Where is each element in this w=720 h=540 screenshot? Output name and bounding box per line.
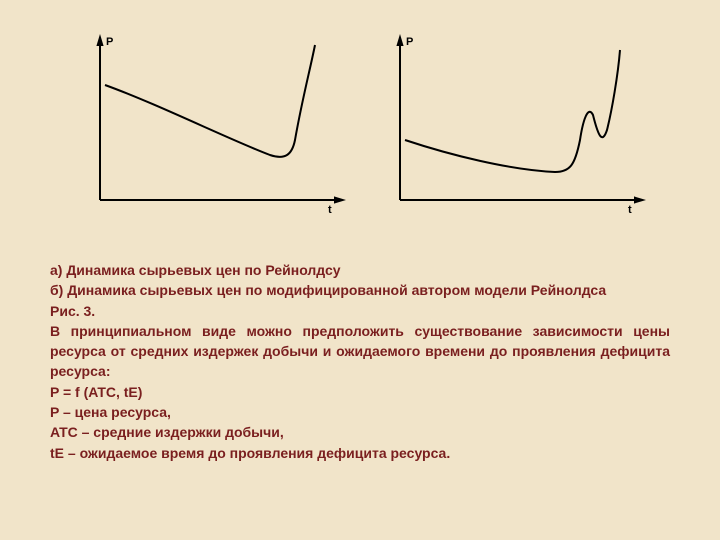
chart-row: P t P t	[50, 30, 670, 230]
chart-a-x-label: t	[328, 204, 332, 216]
chart-a-svg	[70, 30, 350, 230]
def-p-text: – цена ресурса,	[59, 404, 171, 420]
def-te-label: tE	[50, 445, 64, 461]
chart-b-axes	[396, 34, 646, 204]
chart-b: P t	[370, 30, 650, 230]
caption-block: а) Динамика сырьевых цен по Рейнолдсу б)…	[50, 260, 670, 463]
caption-para1: В принципиальном виде можно предположить…	[50, 321, 670, 382]
def-atc-label: ATC	[50, 424, 78, 440]
caption-def-atc: ATC – средние издержки добычи,	[50, 422, 670, 442]
def-p-label: P	[50, 404, 59, 420]
chart-a-curve	[105, 45, 315, 157]
caption-def-te: tE – ожидаемое время до проявления дефиц…	[50, 443, 670, 463]
chart-b-curve	[405, 50, 620, 172]
chart-a: P t	[70, 30, 350, 230]
chart-b-y-label: P	[406, 36, 413, 48]
chart-b-svg	[370, 30, 650, 230]
def-atc-text: – средние издержки добычи,	[78, 424, 284, 440]
caption-fig: Рис. 3.	[50, 301, 670, 321]
def-te-text: – ожидаемое время до проявления дефицита…	[64, 445, 450, 461]
chart-b-x-label: t	[628, 204, 632, 216]
caption-line-b: б) Динамика сырьевых цен по модифицирова…	[50, 280, 670, 300]
caption-formula: P = f (ATC, tE)	[50, 382, 670, 402]
chart-a-y-label: P	[106, 36, 113, 48]
page-root: P t P t а) Динамика сырьевых цен по Рейн…	[0, 0, 720, 540]
caption-line-a: а) Динамика сырьевых цен по Рейнолдсу	[50, 260, 670, 280]
chart-a-axes	[96, 34, 346, 204]
caption-def-p: P – цена ресурса,	[50, 402, 670, 422]
